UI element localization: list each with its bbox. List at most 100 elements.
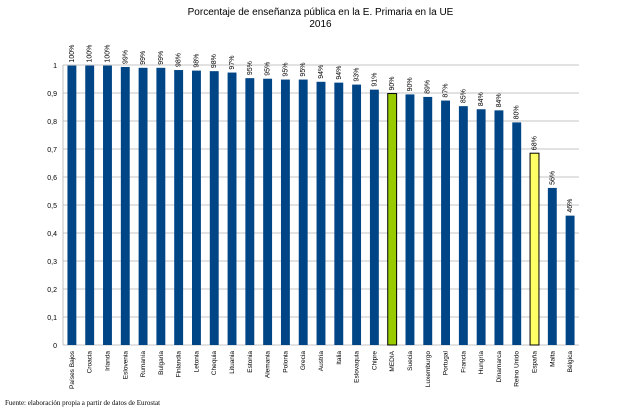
bar-eslovaquia <box>352 84 362 345</box>
data-label: 100% <box>104 45 111 63</box>
bar-lituania <box>227 72 237 345</box>
bar-bélgica <box>565 215 575 345</box>
x-tick-label: Portugal <box>443 350 450 375</box>
x-tick-label: Reino Unido <box>514 351 521 387</box>
data-label: 90% <box>407 77 414 91</box>
data-label: 100% <box>69 45 76 63</box>
bar-chipre <box>369 89 379 345</box>
data-label: 80% <box>514 105 521 119</box>
x-tick-label: Croacia <box>87 351 94 374</box>
x-tick-label: Eslovaquia <box>354 351 361 383</box>
data-label: 89% <box>425 80 432 94</box>
bar-croacia <box>85 65 95 345</box>
data-label: 87% <box>443 84 450 98</box>
bar-bulgaria <box>156 67 166 346</box>
bar-luxemburgo <box>423 96 433 345</box>
bar-letonia <box>192 70 201 345</box>
y-tick-label: 0,9 <box>47 91 57 98</box>
y-tick-label: 1 <box>53 63 57 70</box>
x-tick-label: Malta <box>549 351 556 367</box>
data-label: 85% <box>460 89 467 103</box>
data-label: 99% <box>158 51 165 65</box>
data-label: 84% <box>478 92 485 106</box>
bar-rumanía <box>138 67 148 346</box>
source-note: Fuente: elaboración propia a partir de d… <box>5 399 161 407</box>
bar-estonia <box>245 78 255 345</box>
bar-eslovenia <box>120 66 130 346</box>
y-tick-label: 0,6 <box>47 175 57 182</box>
x-tick-label: Suecia <box>407 351 414 371</box>
x-tick-label: Lituania <box>229 351 236 374</box>
bar-malta <box>547 187 557 345</box>
x-tick-label: Francia <box>460 351 467 373</box>
bar-portugal <box>441 100 450 345</box>
data-label: 94% <box>318 65 325 79</box>
data-label: 97% <box>229 56 236 70</box>
data-label: 46% <box>567 199 574 213</box>
bar-grecia <box>298 79 308 345</box>
bar-francia <box>458 106 468 345</box>
bar-chequia <box>209 71 219 345</box>
x-tick-label: Chipre <box>371 351 378 371</box>
bar-media <box>387 93 398 346</box>
x-tick-label: Dinamarca <box>496 351 503 383</box>
data-label: 100% <box>87 45 94 63</box>
data-label: 98% <box>176 53 183 67</box>
data-label: 94% <box>336 66 343 80</box>
bar-países-bajos <box>67 65 77 345</box>
x-tick-label: Países Bajos <box>69 350 76 389</box>
data-label: 98% <box>211 54 218 68</box>
bar-españa <box>529 152 540 346</box>
data-label: 56% <box>549 171 556 185</box>
y-tick-label: 0,2 <box>47 287 57 294</box>
data-label: 95% <box>247 61 254 75</box>
bar-polonia <box>280 79 290 345</box>
x-tick-label: Austria <box>318 351 325 372</box>
bar-finlandia <box>174 70 184 345</box>
x-tick-label: Estonia <box>247 351 254 373</box>
x-tick-label: Grecia <box>300 351 307 371</box>
data-label: 98% <box>193 54 200 68</box>
x-tick-label: España <box>532 351 539 373</box>
data-label: 68% <box>532 136 539 150</box>
data-label: 95% <box>300 63 307 77</box>
y-tick-label: 0,5 <box>47 203 57 210</box>
x-tick-label: Bulgaria <box>158 351 165 375</box>
data-label: 91% <box>371 73 378 87</box>
bar-reino-unido <box>512 122 522 346</box>
x-tick-label: Alemania <box>265 351 272 378</box>
data-label: 84% <box>496 93 503 107</box>
chart-subtitle: 2016 <box>309 19 332 30</box>
bar-hungría <box>476 109 486 346</box>
data-label: 93% <box>354 68 361 82</box>
x-tick-label: MEDIA <box>389 350 396 371</box>
bar-irlanda <box>103 65 112 345</box>
y-tick-label: 0 <box>53 343 57 350</box>
bar-suecia <box>405 94 415 346</box>
data-label: 95% <box>265 62 272 76</box>
y-tick-label: 0,8 <box>47 119 57 126</box>
y-tick-label: 0,1 <box>47 315 57 322</box>
y-tick-label: 0,7 <box>47 147 57 154</box>
data-label: 99% <box>140 51 147 65</box>
x-tick-label: Polonia <box>282 351 289 373</box>
x-tick-label: Italia <box>336 351 343 365</box>
y-tick-label: 0,4 <box>47 231 57 238</box>
bar-austria <box>316 81 326 346</box>
x-tick-label: Finlandia <box>176 351 183 378</box>
y-tick-label: 0,3 <box>47 259 57 266</box>
bar-italia <box>334 82 344 345</box>
x-tick-label: Letonia <box>193 351 200 373</box>
bar-alemania <box>263 78 273 345</box>
data-label: 99% <box>122 50 129 64</box>
bar-dinamarca <box>494 110 504 345</box>
x-tick-label: Rumanía <box>140 351 147 378</box>
x-tick-label: Bélgica <box>567 351 574 373</box>
x-tick-label: Hungría <box>478 351 485 375</box>
chart-title: Porcentaje de enseñanza pública en la E.… <box>187 7 454 18</box>
x-tick-label: Luxemburgo <box>425 351 432 388</box>
x-tick-label: Chequia <box>211 351 218 376</box>
x-tick-label: Eslovenia <box>122 351 129 380</box>
x-tick-label: Irlanda <box>104 351 111 371</box>
